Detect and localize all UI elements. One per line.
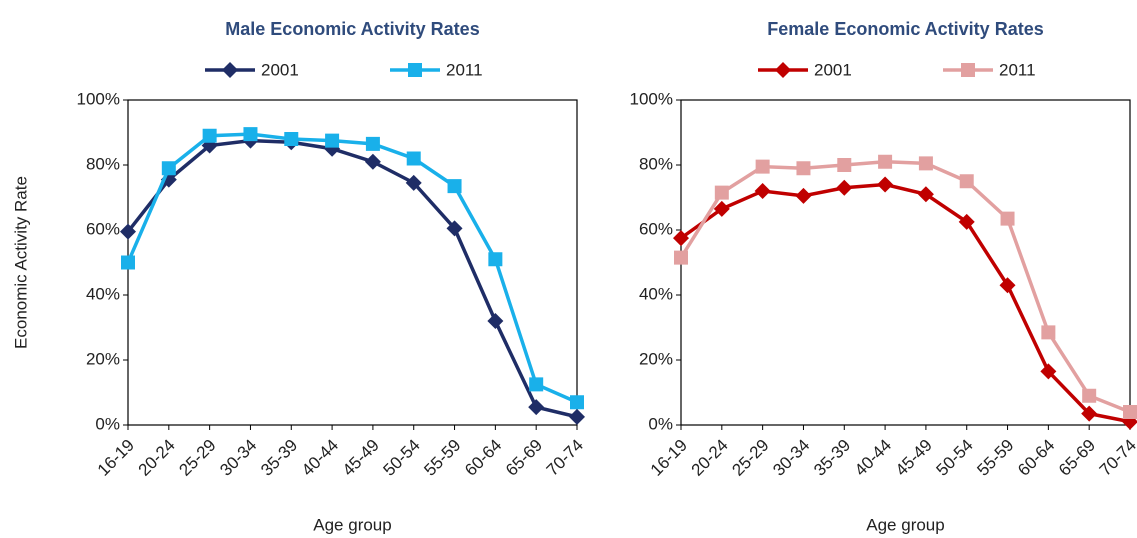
y-tick-label: 80% <box>639 154 673 173</box>
x-tick-label: 50-54 <box>933 436 977 480</box>
x-tick-label: 45-49 <box>892 436 936 480</box>
x-tick-label: 55-59 <box>420 436 464 480</box>
y-axis-label: Economic Activity Rate <box>11 176 30 349</box>
marker <box>406 151 421 166</box>
x-tick-label: 35-39 <box>257 436 301 480</box>
marker <box>713 200 730 217</box>
series-line <box>126 138 578 419</box>
x-tick-label: 30-34 <box>769 436 813 480</box>
marker <box>878 154 893 169</box>
marker <box>959 174 974 189</box>
marker <box>1123 405 1137 419</box>
marker <box>1082 388 1097 403</box>
marker <box>1041 325 1056 340</box>
marker <box>754 183 771 199</box>
x-tick-label: 65-69 <box>1055 436 1099 480</box>
x-tick-label: 25-29 <box>728 436 772 480</box>
y-tick-label: 100% <box>77 89 120 108</box>
marker <box>1081 405 1098 422</box>
marker <box>405 174 422 191</box>
chart-title: Female Economic Activity Rates <box>767 19 1043 39</box>
legend-label: 2001 <box>261 60 299 79</box>
x-axis-label: Age group <box>313 515 391 534</box>
marker <box>284 132 299 146</box>
chart-title: Male Economic Activity Rates <box>225 19 479 39</box>
marker <box>529 377 544 392</box>
marker <box>1000 211 1015 226</box>
marker <box>755 159 770 174</box>
marker <box>836 179 853 196</box>
plot-frame <box>680 99 1131 426</box>
y-tick-label: 40% <box>639 284 673 303</box>
marker <box>121 255 135 270</box>
marker <box>999 277 1016 294</box>
marker <box>1040 363 1057 380</box>
marker <box>917 186 934 203</box>
marker <box>202 128 217 143</box>
marker <box>674 250 688 265</box>
x-tick-label: 30-34 <box>216 436 260 480</box>
x-tick-label: 45-49 <box>339 436 383 480</box>
x-tick-label: 65-69 <box>502 436 546 480</box>
y-tick-label: 80% <box>86 154 120 173</box>
marker <box>714 185 729 200</box>
legend-marker <box>222 62 238 78</box>
y-tick-label: 20% <box>639 349 673 368</box>
series-line <box>679 182 1131 424</box>
y-tick-label: 40% <box>86 284 120 303</box>
y-tick-label: 60% <box>639 219 673 238</box>
marker <box>325 133 340 148</box>
y-tick-label: 60% <box>86 219 120 238</box>
marker <box>365 136 380 151</box>
legend-label: 2001 <box>814 60 852 79</box>
legend-marker <box>961 63 975 77</box>
legend-label: 2011 <box>999 60 1036 79</box>
marker <box>488 252 503 267</box>
y-tick-label: 20% <box>86 349 120 368</box>
x-tick-label: 55-59 <box>973 436 1017 480</box>
x-tick-label: 60-64 <box>461 436 505 480</box>
legend-label: 2011 <box>446 60 483 79</box>
x-tick-label: 35-39 <box>810 436 854 480</box>
marker <box>918 156 933 171</box>
legend-marker <box>408 63 422 77</box>
marker <box>243 127 258 142</box>
x-tick-label: 16-19 <box>94 436 138 480</box>
marker <box>570 395 584 410</box>
x-tick-label: 16-19 <box>647 436 691 480</box>
y-tick-label: 0% <box>95 414 120 433</box>
marker <box>447 179 462 194</box>
marker <box>795 187 812 204</box>
marker <box>446 220 463 237</box>
x-tick-label: 70-74 <box>1096 436 1137 480</box>
y-tick-label: 0% <box>648 414 673 433</box>
x-tick-label: 60-64 <box>1014 436 1058 480</box>
series-line <box>679 159 1131 414</box>
x-tick-label: 40-44 <box>298 436 342 480</box>
series-line <box>126 132 578 404</box>
x-tick-label: 50-54 <box>380 436 424 480</box>
y-tick-label: 100% <box>630 89 673 108</box>
marker <box>161 161 176 176</box>
x-tick-label: 20-24 <box>135 436 179 480</box>
marker <box>528 399 545 416</box>
marker <box>120 223 136 240</box>
x-tick-label: 20-24 <box>688 436 732 480</box>
legend-marker <box>775 62 791 78</box>
marker <box>796 161 811 176</box>
marker <box>364 153 381 170</box>
marker <box>877 176 894 193</box>
x-axis-label: Age group <box>866 515 944 534</box>
marker <box>958 213 975 230</box>
x-tick-label: 25-29 <box>175 436 219 480</box>
x-tick-label: 40-44 <box>851 436 895 480</box>
marker <box>569 408 585 425</box>
marker <box>837 158 852 172</box>
marker <box>673 230 689 247</box>
x-tick-label: 70-74 <box>543 436 587 480</box>
marker <box>487 313 504 329</box>
